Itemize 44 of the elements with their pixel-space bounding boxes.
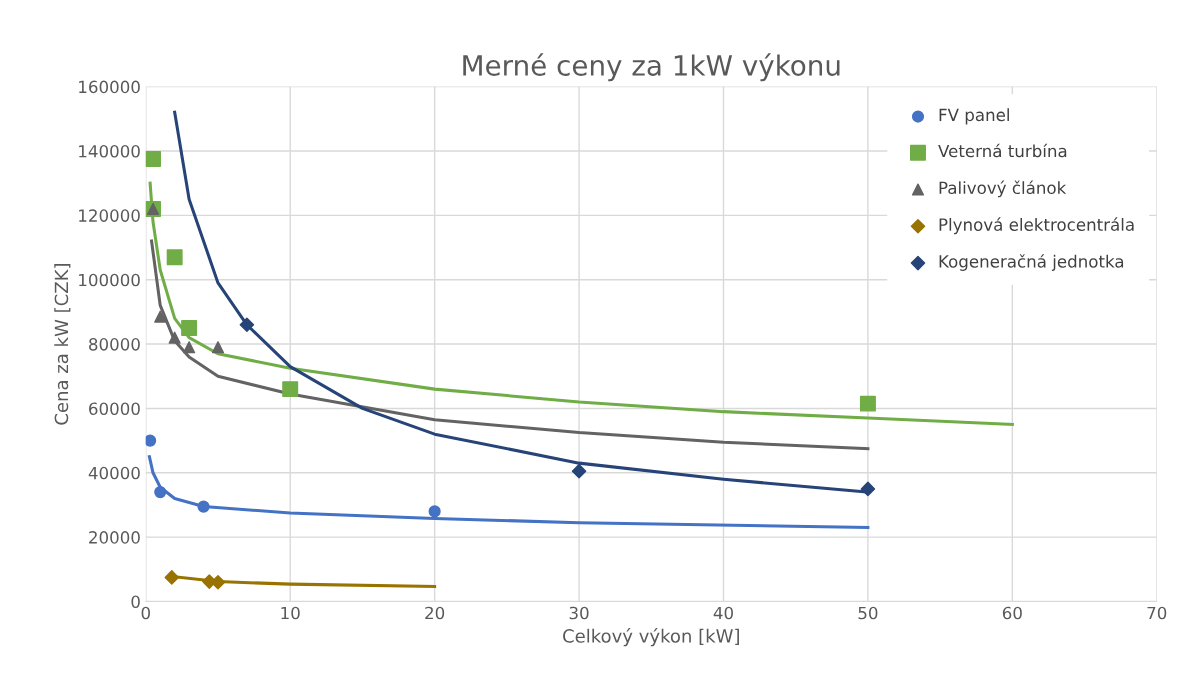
y-tick-label: 60000 <box>89 402 140 415</box>
point <box>145 151 161 168</box>
x-tick-label: 0 <box>141 606 150 620</box>
point <box>428 505 441 518</box>
y-axis-title: Cena za kW [CZK] <box>54 264 71 425</box>
x-tick-label: 60 <box>1002 606 1022 620</box>
point <box>154 310 167 323</box>
x-tick-label: 50 <box>858 606 878 620</box>
y-tick-label: 140000 <box>79 144 140 158</box>
x-axis-title: Celkový výkon [kW] <box>563 628 739 647</box>
point <box>282 381 299 398</box>
point <box>183 341 196 354</box>
chart-title: Merné ceny za 1kW výkonu <box>463 53 840 82</box>
point <box>154 486 167 499</box>
y-tick-label: 120000 <box>79 209 140 222</box>
line-series <box>147 455 870 530</box>
point <box>197 500 210 513</box>
y-tick-label: 40000 <box>88 466 140 480</box>
y-tick-label: 0 <box>131 595 140 609</box>
y-tick-label: 20000 <box>89 531 140 544</box>
legend-label: FV panel <box>939 108 1009 125</box>
legend-label: Palivový článok <box>939 180 1067 198</box>
y-tick-label: 80000 <box>89 338 140 351</box>
x-tick-label: 10 <box>281 606 300 620</box>
line-series <box>150 239 870 451</box>
x-tick-label: 40 <box>713 606 733 620</box>
point <box>168 331 181 344</box>
x-tick-label: 30 <box>569 606 589 620</box>
x-tick-label: 20 <box>425 606 445 620</box>
point <box>571 463 587 479</box>
point <box>181 319 198 336</box>
legend-label: Plynová elektrocentrála <box>939 217 1134 235</box>
legend-label: Veterná turbína <box>938 143 1067 158</box>
point <box>239 317 255 333</box>
y-tick-label: 160000 <box>79 80 140 94</box>
point <box>859 395 876 412</box>
legend-label: Kogeneračná jednotka <box>939 254 1124 271</box>
y-tick-label: 100000 <box>79 273 140 287</box>
point <box>211 341 225 354</box>
x-tick-label: 70 <box>1147 606 1167 620</box>
point <box>166 249 183 266</box>
point <box>145 434 157 447</box>
point <box>164 570 180 585</box>
point <box>860 481 876 497</box>
